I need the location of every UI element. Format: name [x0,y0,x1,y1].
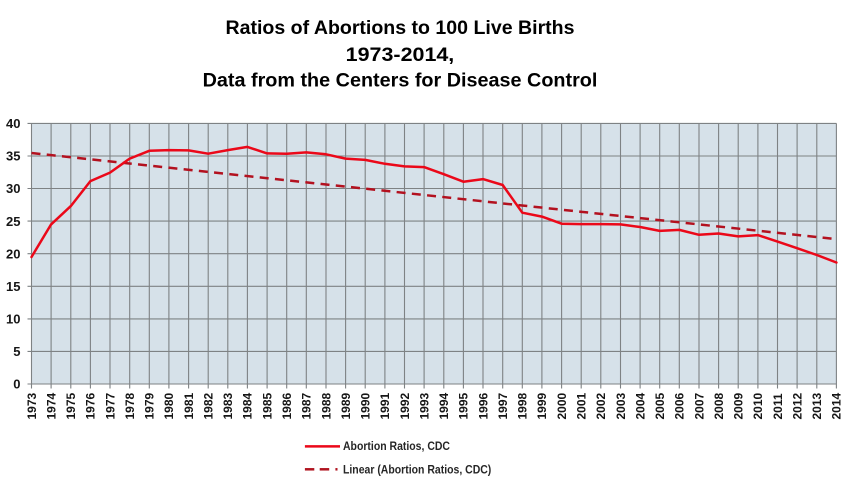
svg-text:1994: 1994 [437,392,451,419]
svg-text:1985: 1985 [260,392,274,419]
svg-text:1975: 1975 [64,392,78,419]
svg-text:2000: 2000 [555,392,569,419]
svg-text:1976: 1976 [84,392,98,419]
svg-text:2001: 2001 [575,392,589,419]
svg-text:1993: 1993 [417,392,431,419]
svg-text:1989: 1989 [339,392,353,419]
svg-text:5: 5 [13,344,20,359]
svg-text:1987: 1987 [300,392,314,419]
svg-text:1995: 1995 [457,392,471,419]
svg-text:1973-2014,: 1973-2014, [346,45,455,66]
svg-text:2010: 2010 [751,392,765,419]
svg-text:2009: 2009 [732,392,746,419]
svg-text:2012: 2012 [790,392,804,419]
svg-text:40: 40 [6,116,20,131]
svg-text:2003: 2003 [614,392,628,419]
svg-text:1992: 1992 [398,392,412,419]
svg-text:1991: 1991 [378,392,392,419]
svg-text:Abortion Ratios, CDC: Abortion Ratios, CDC [343,439,450,453]
svg-text:20: 20 [6,246,20,261]
svg-text:1982: 1982 [202,392,216,419]
svg-text:25: 25 [6,214,20,229]
svg-text:1981: 1981 [182,392,196,419]
svg-text:2004: 2004 [633,392,647,419]
svg-text:1998: 1998 [516,392,530,419]
svg-text:2014: 2014 [830,392,844,419]
svg-text:1988: 1988 [319,392,333,419]
svg-text:Data from the Centers for Dise: Data from the Centers for Disease Contro… [203,71,598,92]
svg-text:10: 10 [6,312,20,327]
svg-text:1974: 1974 [44,392,58,419]
svg-text:0: 0 [13,377,20,392]
svg-text:2011: 2011 [771,393,785,419]
svg-text:1997: 1997 [496,392,510,419]
svg-text:1999: 1999 [535,392,549,419]
svg-text:Linear (Abortion Ratios, CDC): Linear (Abortion Ratios, CDC) [343,463,491,477]
svg-text:1990: 1990 [359,392,373,419]
svg-text:30: 30 [6,181,20,196]
svg-text:15: 15 [6,279,20,294]
svg-text:1979: 1979 [143,392,157,419]
svg-text:Ratios of Abortions to 100 Liv: Ratios of Abortions to 100 Live Births [226,18,575,39]
svg-text:1983: 1983 [221,392,235,419]
svg-text:2002: 2002 [594,392,608,419]
svg-text:1977: 1977 [103,392,117,419]
svg-text:2006: 2006 [673,392,687,419]
svg-text:1986: 1986 [280,392,294,419]
svg-text:1980: 1980 [162,392,176,419]
svg-text:2007: 2007 [692,392,706,419]
svg-text:35: 35 [6,149,20,164]
svg-text:2005: 2005 [653,392,667,419]
svg-text:1973: 1973 [25,392,39,419]
svg-text:2013: 2013 [810,392,824,419]
svg-text:1996: 1996 [476,392,490,419]
svg-text:2008: 2008 [712,392,726,419]
svg-text:1978: 1978 [123,392,137,419]
svg-text:1984: 1984 [241,392,255,419]
